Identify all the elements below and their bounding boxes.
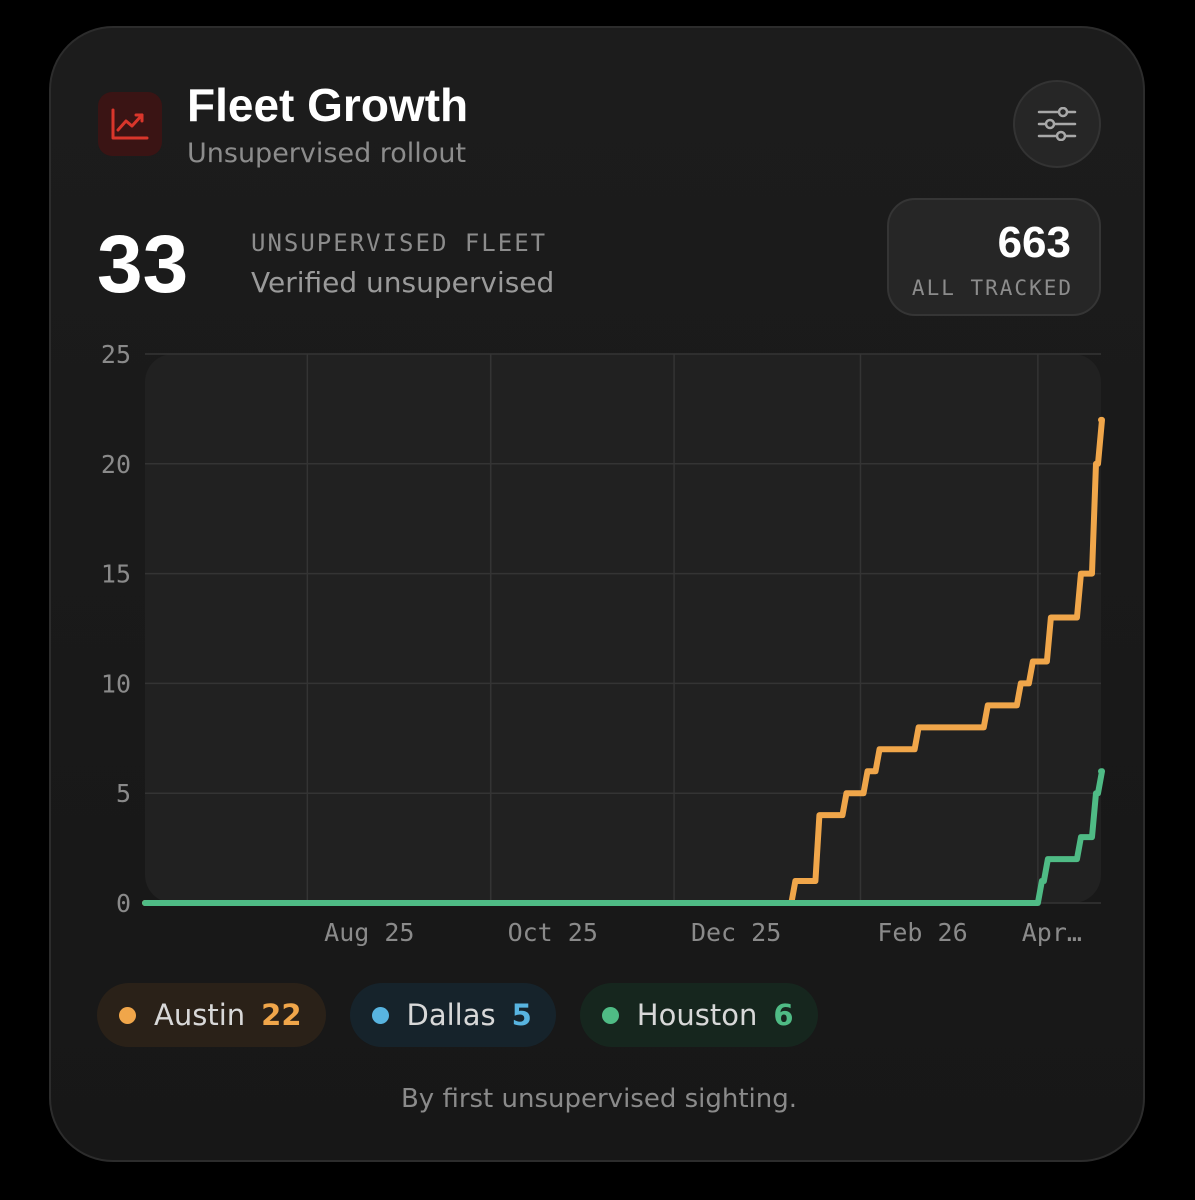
y-tick-label: 25 <box>101 340 131 369</box>
y-tick-label: 10 <box>101 669 131 698</box>
y-tick-label: 5 <box>116 779 131 808</box>
legend-name: Austin <box>154 998 246 1032</box>
legend-name: Houston <box>636 998 758 1032</box>
legend-name: Dallas <box>406 998 496 1032</box>
fleet-growth-card: Fleet Growth Unsupervised rollout 33 UNS… <box>49 26 1145 1162</box>
x-tick-label: Apr… <box>1022 918 1082 947</box>
all-tracked-badge[interactable]: 663 ALL TRACKED <box>887 198 1101 316</box>
card-subtitle: Unsupervised rollout <box>187 138 467 169</box>
series-line-houston <box>142 768 1105 906</box>
x-tick-label: Oct 25 <box>508 918 598 947</box>
sliders-icon <box>1037 107 1077 141</box>
legend-chip-dallas[interactable]: Dallas 5 <box>349 983 556 1047</box>
legend-chip-houston[interactable]: Houston 6 <box>579 983 818 1047</box>
legend-count: 6 <box>773 998 794 1032</box>
y-tick-label: 20 <box>101 450 131 479</box>
card-title: Fleet Growth <box>187 79 469 131</box>
legend-chip-austin[interactable]: Austin 22 <box>97 983 326 1047</box>
plot-background <box>145 354 1101 903</box>
x-tick-label: Dec 25 <box>691 918 781 947</box>
unsupervised-fleet-count: 33 <box>97 219 189 310</box>
legend-count: 22 <box>261 998 302 1032</box>
all-tracked-label: ALL TRACKED <box>911 276 1073 300</box>
unsupervised-fleet-description: Verified unsupervised <box>251 266 555 299</box>
legend-count: 5 <box>511 998 532 1032</box>
series-line-austin <box>142 416 1105 906</box>
trend-up-icon <box>98 92 162 156</box>
fleet-growth-chart: 0 5 10 15 20 25 Aug 25 Oct 25 Dec 25 Feb 26 Apr… <box>101 340 1105 947</box>
chart-footnote: By first unsupervised sighting. <box>400 1084 798 1114</box>
all-tracked-count: 663 <box>997 218 1071 267</box>
legend-dot-icon <box>601 1006 619 1024</box>
settings-button[interactable] <box>1013 80 1101 168</box>
y-tick-label: 15 <box>101 560 131 589</box>
x-tick-label: Aug 25 <box>324 918 414 947</box>
legend-dot-icon <box>371 1006 389 1024</box>
y-tick-label: 0 <box>116 889 131 918</box>
legend-dot-icon <box>119 1006 136 1024</box>
unsupervised-fleet-label: UNSUPERVISED FLEET <box>251 229 548 257</box>
x-tick-label: Feb 26 <box>877 918 967 947</box>
legend: Austin 22 Dallas 5 Houston 6 <box>97 983 818 1047</box>
